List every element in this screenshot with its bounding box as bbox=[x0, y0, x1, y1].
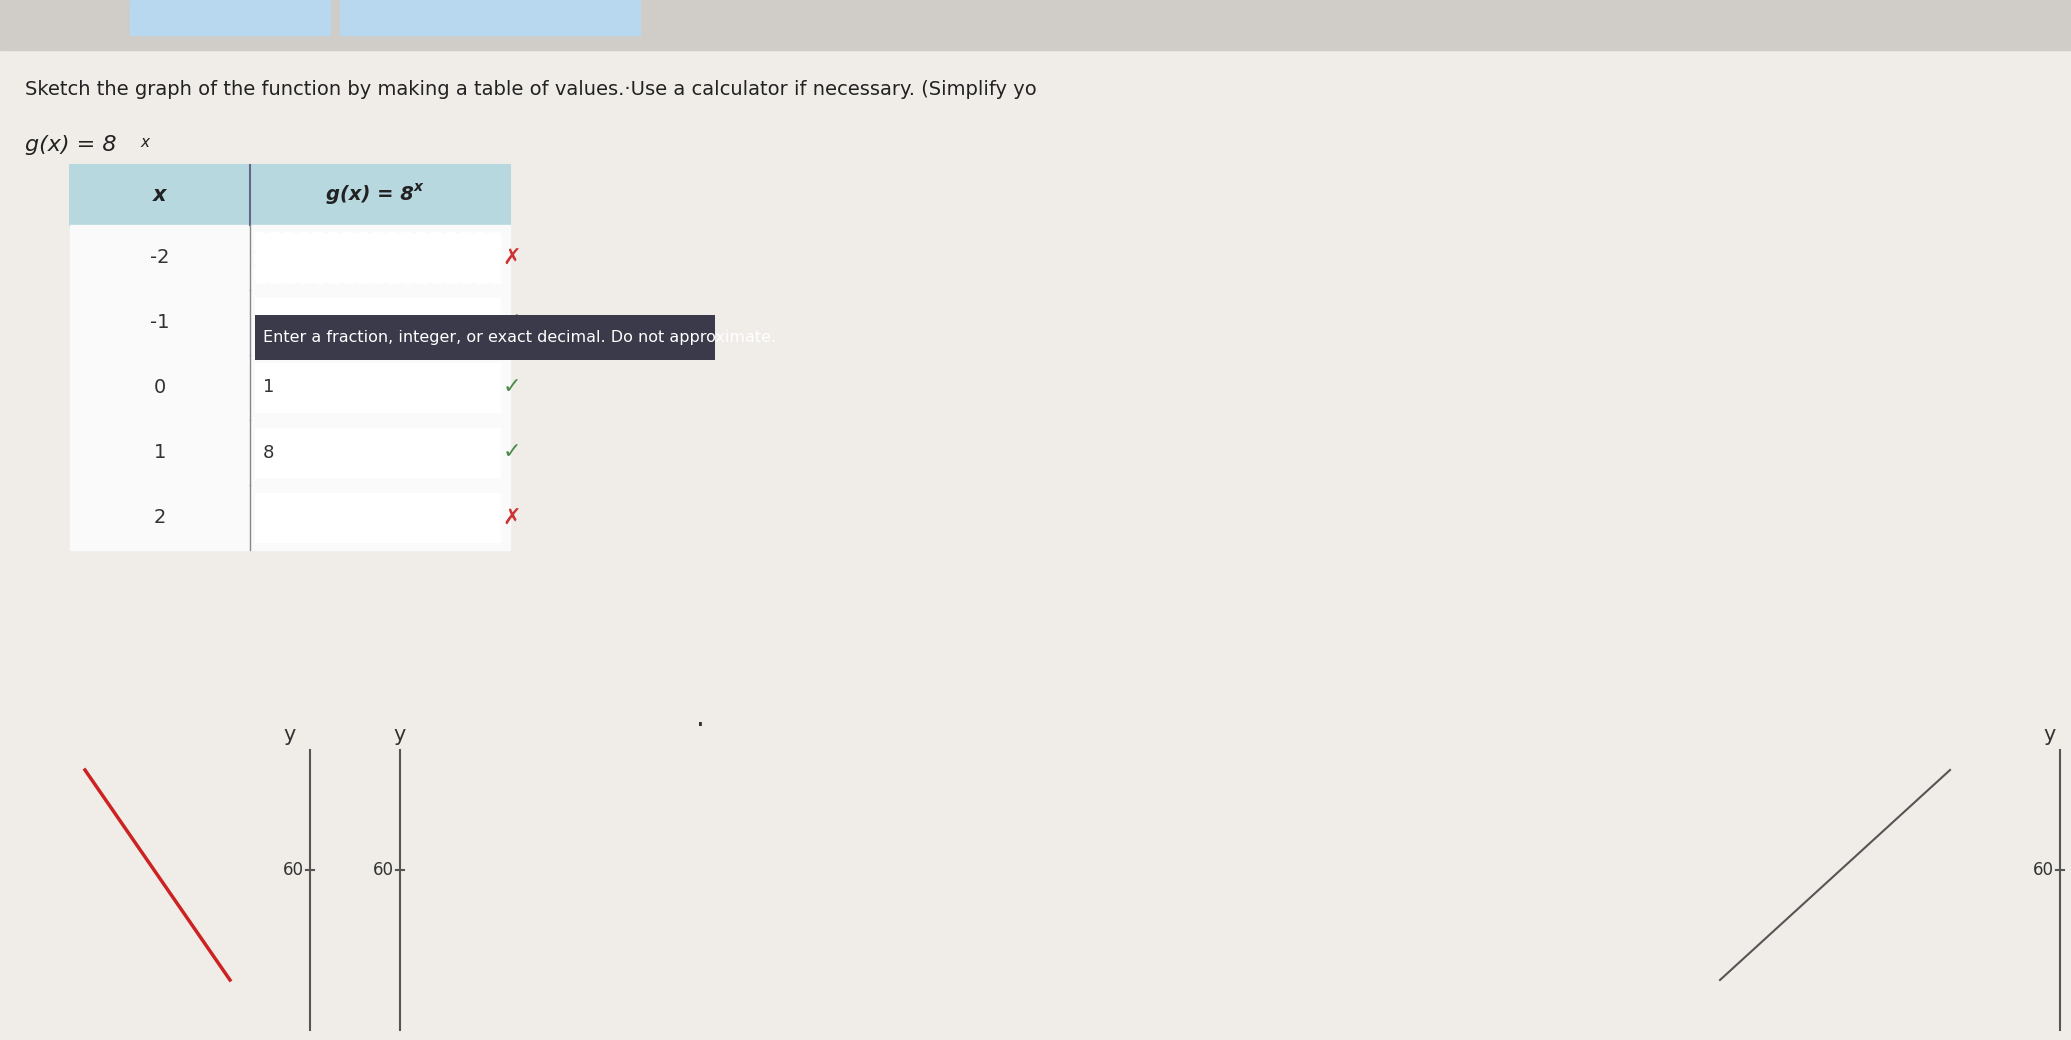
Text: x: x bbox=[141, 135, 149, 150]
Bar bbox=[255, 493, 499, 542]
Text: g(x) = 8: g(x) = 8 bbox=[25, 135, 116, 155]
Text: Enter a fraction, integer, or exact decimal. Do not approximate.: Enter a fraction, integer, or exact deci… bbox=[263, 330, 777, 345]
Text: 0: 0 bbox=[153, 378, 166, 397]
Bar bbox=[255, 233, 499, 282]
Text: x: x bbox=[414, 180, 422, 194]
Text: ✗: ✗ bbox=[503, 248, 522, 267]
Bar bbox=[255, 428, 499, 477]
Text: ✓: ✓ bbox=[503, 378, 522, 397]
Text: 60: 60 bbox=[2034, 861, 2054, 879]
Bar bbox=[255, 315, 714, 360]
Text: y: y bbox=[2044, 725, 2057, 745]
Bar bbox=[70, 290, 509, 355]
Text: y: y bbox=[393, 725, 406, 745]
Bar bbox=[340, 0, 640, 35]
Bar bbox=[70, 485, 509, 550]
Text: y: y bbox=[284, 725, 296, 745]
Bar bbox=[255, 363, 499, 412]
Text: 1: 1 bbox=[153, 443, 166, 462]
Text: x: x bbox=[153, 185, 168, 205]
Text: ✗: ✗ bbox=[503, 508, 522, 527]
Text: 8: 8 bbox=[263, 443, 273, 462]
Text: 60: 60 bbox=[373, 861, 393, 879]
Text: Sketch the graph of the function by making a table of values.·Use a calculator i: Sketch the graph of the function by maki… bbox=[25, 80, 1038, 99]
Bar bbox=[70, 225, 509, 290]
Text: 1: 1 bbox=[263, 379, 273, 396]
Bar bbox=[130, 0, 329, 35]
Bar bbox=[255, 298, 499, 347]
Text: g(x) = 8: g(x) = 8 bbox=[325, 185, 414, 205]
Bar bbox=[70, 420, 509, 485]
Text: 60: 60 bbox=[284, 861, 304, 879]
Bar bbox=[0, 0, 2071, 50]
Text: 1/8: 1/8 bbox=[263, 313, 292, 332]
Text: ✓: ✓ bbox=[503, 442, 522, 463]
Text: ·: · bbox=[696, 712, 704, 740]
Text: -1: -1 bbox=[151, 313, 170, 332]
Bar bbox=[70, 165, 509, 225]
Text: ✓: ✓ bbox=[503, 312, 522, 333]
Text: 2: 2 bbox=[153, 508, 166, 527]
Text: -2: -2 bbox=[151, 248, 170, 267]
Bar bbox=[70, 355, 509, 420]
